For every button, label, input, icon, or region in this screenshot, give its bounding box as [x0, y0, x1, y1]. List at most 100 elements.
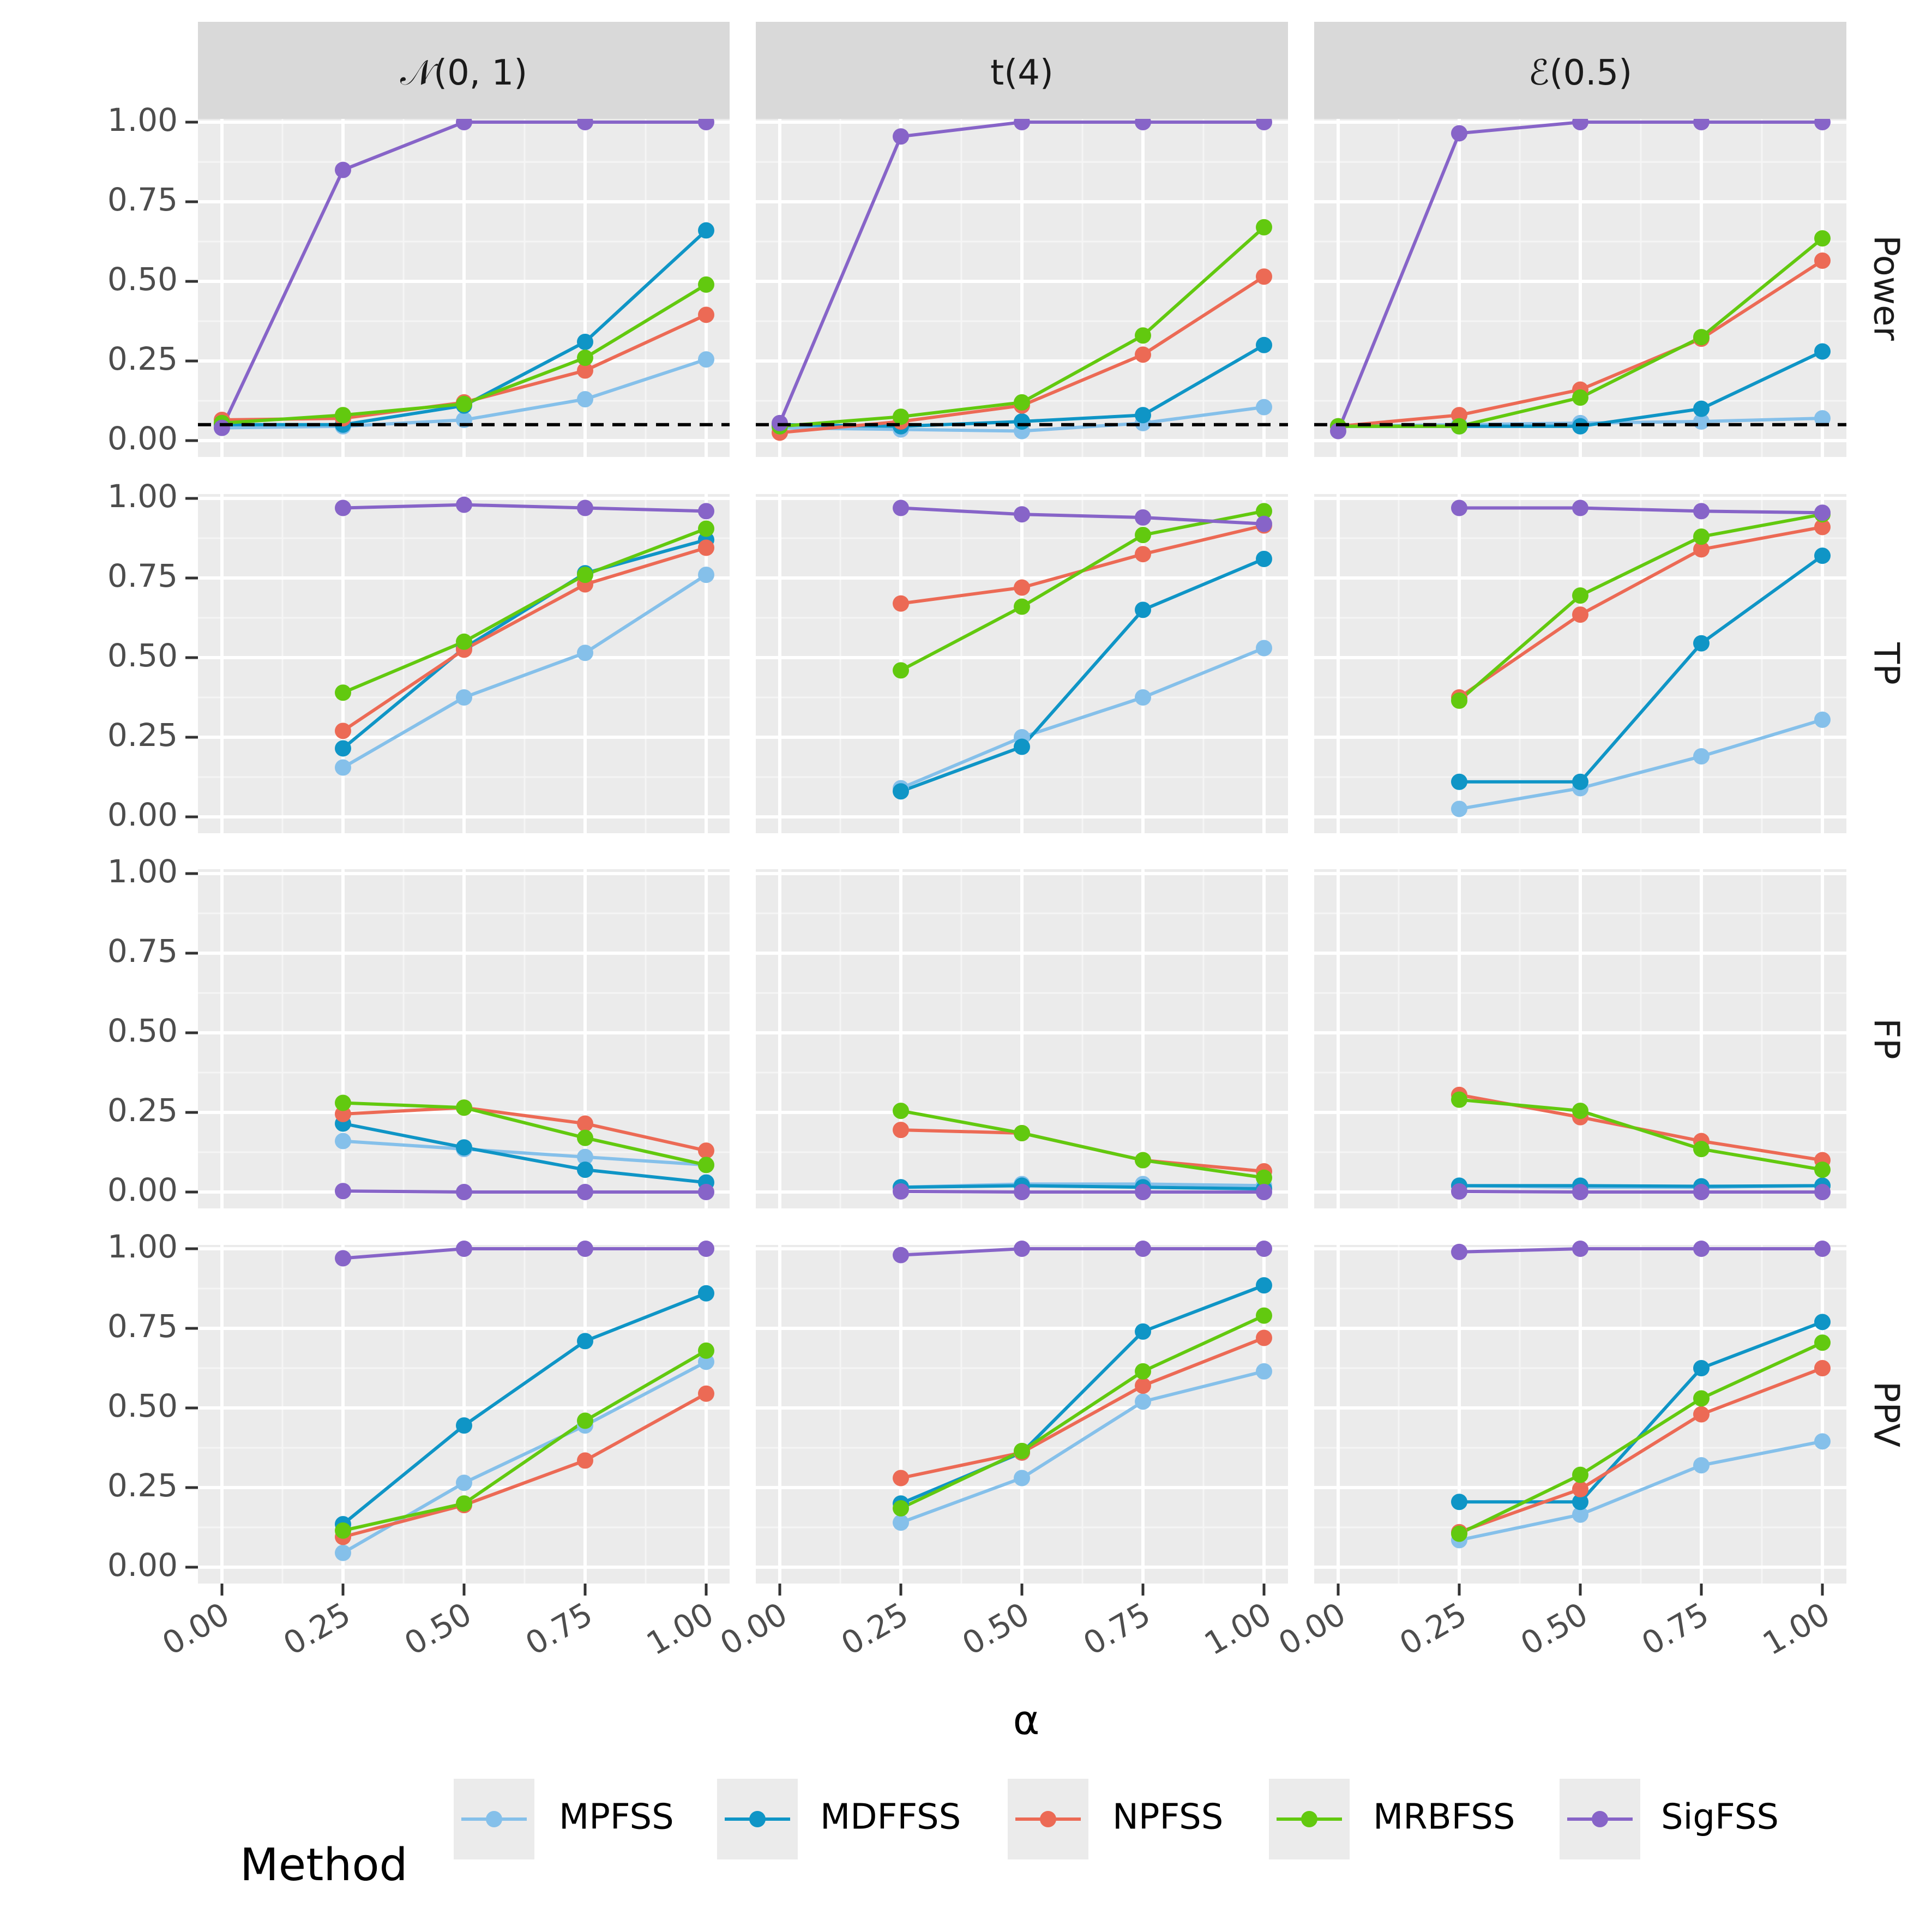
data-point-MRBFSS	[1814, 1161, 1831, 1178]
series-line-MPFSS	[342, 1139, 707, 1167]
data-point-SigFSS	[1572, 1241, 1588, 1257]
data-point-MDFFSS	[1135, 601, 1151, 618]
x-tick-label: 1.00	[1756, 1595, 1836, 1662]
series-line-SigFSS	[900, 506, 1265, 526]
data-point-MRBFSS	[456, 395, 472, 412]
data-point-NPFSS	[1814, 1360, 1831, 1376]
data-point-NPFSS	[1572, 1480, 1588, 1497]
x-tick-label: 1.00	[1198, 1595, 1278, 1662]
data-point-MRBFSS	[1693, 528, 1710, 545]
data-point-MDFFSS	[335, 740, 351, 757]
data-point-SigFSS	[1451, 1183, 1467, 1200]
data-point-MRBFSS	[893, 662, 909, 679]
series-line-MPFSS	[1459, 1440, 1823, 1542]
legend-item-MRBFSS: MRBFSS	[1269, 1779, 1515, 1859]
y-tick-label: 0.75	[107, 1308, 178, 1345]
y-tick-label: 0.25	[107, 340, 178, 377]
y-tick-label: 0.50	[107, 1012, 178, 1049]
x-tick-label: 1.00	[640, 1595, 720, 1662]
data-point-NPFSS	[335, 723, 351, 739]
data-point-NPFSS	[893, 1470, 909, 1486]
series-line-MRBFSS	[900, 1109, 1265, 1179]
strip-label-t4: t(4)	[990, 53, 1054, 93]
data-point-SigFSS	[577, 1184, 593, 1200]
data-point-MPFSS	[1256, 399, 1272, 416]
data-point-NPFSS	[1814, 519, 1831, 535]
y-tick-label: 0.75	[107, 932, 178, 970]
y-tick-label: 1.00	[107, 1228, 178, 1265]
data-point-MRBFSS	[1451, 418, 1467, 435]
data-point-SigFSS	[1814, 1184, 1831, 1200]
legend-label: MRBFSS	[1373, 1797, 1515, 1838]
series-line-SigFSS	[900, 1247, 1264, 1257]
data-point-SigFSS	[1451, 499, 1467, 516]
series-line-SigFSS	[1459, 506, 1823, 515]
data-point-SigFSS	[1814, 1241, 1831, 1257]
series-line-MRBFSS	[900, 509, 1265, 672]
data-point-SigFSS	[698, 1184, 714, 1200]
data-point-MDFFSS	[1693, 635, 1710, 652]
data-point-MDFFSS	[698, 222, 714, 239]
data-point-NPFSS	[698, 1142, 714, 1159]
data-point-MPFSS	[1693, 748, 1710, 765]
data-point-NPFSS	[1693, 541, 1710, 558]
data-point-MDFFSS	[1814, 343, 1831, 360]
data-point-MDFFSS	[577, 1161, 593, 1178]
data-point-MRBFSS	[1014, 598, 1030, 615]
series-line-SigFSS	[342, 1189, 706, 1194]
series-line-SigFSS	[342, 1247, 706, 1260]
data-point-MPFSS	[1572, 1506, 1588, 1523]
series-line-SigFSS	[1459, 1247, 1822, 1254]
x-tick-label: 0.25	[277, 1595, 357, 1662]
data-point-SigFSS	[893, 1183, 909, 1200]
data-point-MRBFSS	[1256, 503, 1272, 520]
data-point-MRBFSS	[1014, 394, 1030, 411]
data-point-MRBFSS	[1693, 1390, 1710, 1407]
y-tick-label: 0.25	[107, 1092, 178, 1129]
data-point-MPFSS	[577, 391, 593, 408]
data-point-MDFFSS	[1693, 400, 1710, 417]
data-point-NPFSS	[1135, 1377, 1151, 1394]
data-point-MPFSS	[577, 645, 593, 661]
data-point-MDFFSS	[456, 1139, 472, 1156]
data-point-MPFSS	[577, 1148, 593, 1165]
y-tick-label: 0.50	[107, 637, 178, 674]
data-point-SigFSS	[335, 1250, 351, 1267]
data-point-NPFSS	[1256, 268, 1272, 285]
data-point-NPFSS	[1814, 252, 1831, 269]
y-tick-label: 0.00	[107, 1546, 178, 1584]
data-point-MDFFSS	[1814, 1314, 1831, 1331]
data-point-SigFSS	[698, 503, 714, 520]
data-point-SigFSS	[1693, 1241, 1710, 1257]
data-point-MRBFSS	[335, 1094, 351, 1111]
x-tick-label: 0.75	[1635, 1595, 1715, 1662]
data-point-MRBFSS	[1014, 1442, 1030, 1459]
data-point-NPFSS	[698, 539, 714, 556]
series-line-NPFSS	[1458, 1367, 1823, 1534]
legend-key-point	[749, 1811, 766, 1827]
legend-item-NPFSS: NPFSS	[1008, 1779, 1223, 1859]
series-line-MRBFSS	[1458, 513, 1823, 702]
data-point-SigFSS	[1451, 125, 1467, 142]
data-point-SigFSS	[335, 161, 351, 178]
data-point-MPFSS	[1693, 1457, 1710, 1474]
y-tick-label: 1.00	[107, 853, 178, 890]
strip-label-normal: 𝒩(0, 1)	[400, 53, 527, 93]
x-tick-label: 0.50	[1514, 1595, 1594, 1662]
series-line-MDFFSS	[342, 538, 707, 750]
data-point-NPFSS	[1256, 1329, 1272, 1346]
data-point-MRBFSS	[698, 520, 714, 537]
y-tick-label: 0.50	[107, 1387, 178, 1424]
series-line-MRBFSS	[342, 1101, 707, 1167]
data-point-SigFSS	[1451, 1243, 1467, 1260]
data-point-MRBFSS	[698, 276, 714, 293]
series-line-SigFSS	[1459, 1189, 1822, 1194]
series-line-SigFSS	[342, 503, 707, 513]
row-label-fp: FP	[1865, 1018, 1906, 1059]
row-label-tp: TP	[1865, 642, 1906, 685]
x-axis-title: α	[1013, 1697, 1040, 1744]
data-point-NPFSS	[1135, 546, 1151, 563]
data-point-MPFSS	[698, 567, 714, 583]
data-point-NPFSS	[577, 362, 593, 379]
data-point-SigFSS	[456, 1184, 472, 1200]
